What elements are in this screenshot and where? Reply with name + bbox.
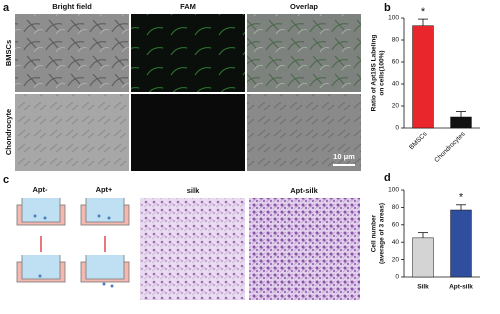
y-tick-label: 80 — [392, 37, 400, 44]
column-header: Bright field — [52, 2, 92, 11]
y-tick-label: 60 — [392, 59, 400, 66]
image — [140, 198, 245, 300]
image — [247, 14, 361, 92]
panel-label: b — [384, 2, 391, 14]
significance: * — [459, 192, 464, 204]
y-axis-label: Ratio of Apt19S Labeling — [371, 35, 378, 112]
image-label: silk — [187, 186, 200, 195]
y-tick-label: 60 — [392, 222, 400, 229]
x-tick-label: Silk — [417, 284, 429, 291]
schematic-label: Apt- — [33, 185, 48, 194]
row-label: BMSCs — [4, 40, 13, 66]
y-axis-label: Cell number — [371, 214, 378, 252]
schematic-label: Apt+ — [96, 185, 113, 194]
image — [249, 198, 360, 300]
image — [15, 14, 129, 92]
y-tick-label: 100 — [388, 15, 399, 22]
y-tick-label: 20 — [392, 256, 400, 263]
column-header: Overlap — [290, 2, 318, 11]
y-tick-label: 0 — [395, 125, 399, 132]
micrographs: 10 μm — [15, 14, 361, 171]
y-axis-label: (average of 3 areas) — [379, 203, 386, 264]
significance: * — [421, 6, 426, 18]
y-tick-label: 40 — [392, 81, 400, 88]
y-tick-label: 0 — [395, 274, 399, 281]
panel-label: d — [384, 172, 391, 184]
scale-label: 10 μm — [333, 152, 355, 161]
panel-label: c — [3, 174, 9, 186]
x-tick-label: Chondrocytes — [433, 130, 467, 164]
column-header: FAM — [180, 2, 196, 11]
image — [131, 14, 245, 92]
x-tick-label: BMSCs — [408, 130, 429, 151]
x-tick-label: Apt-silk — [449, 284, 473, 291]
bar — [412, 25, 434, 129]
panel-label: a — [3, 2, 10, 14]
bar — [450, 209, 472, 278]
bar — [450, 116, 472, 129]
y-tick-label: 40 — [392, 239, 400, 246]
image — [247, 94, 361, 171]
image — [15, 94, 129, 171]
row-label: Chondrocyte — [4, 109, 13, 155]
image-label: Apt-silk — [290, 186, 318, 195]
y-tick-label: 80 — [392, 204, 400, 211]
y-axis-label: on cells(100%) — [379, 50, 386, 95]
bar — [412, 237, 434, 278]
schematic: Apt- Apt+ — [16, 185, 130, 288]
y-tick-label: 20 — [392, 103, 400, 110]
y-tick-label: 100 — [388, 187, 399, 194]
image — [131, 94, 245, 171]
